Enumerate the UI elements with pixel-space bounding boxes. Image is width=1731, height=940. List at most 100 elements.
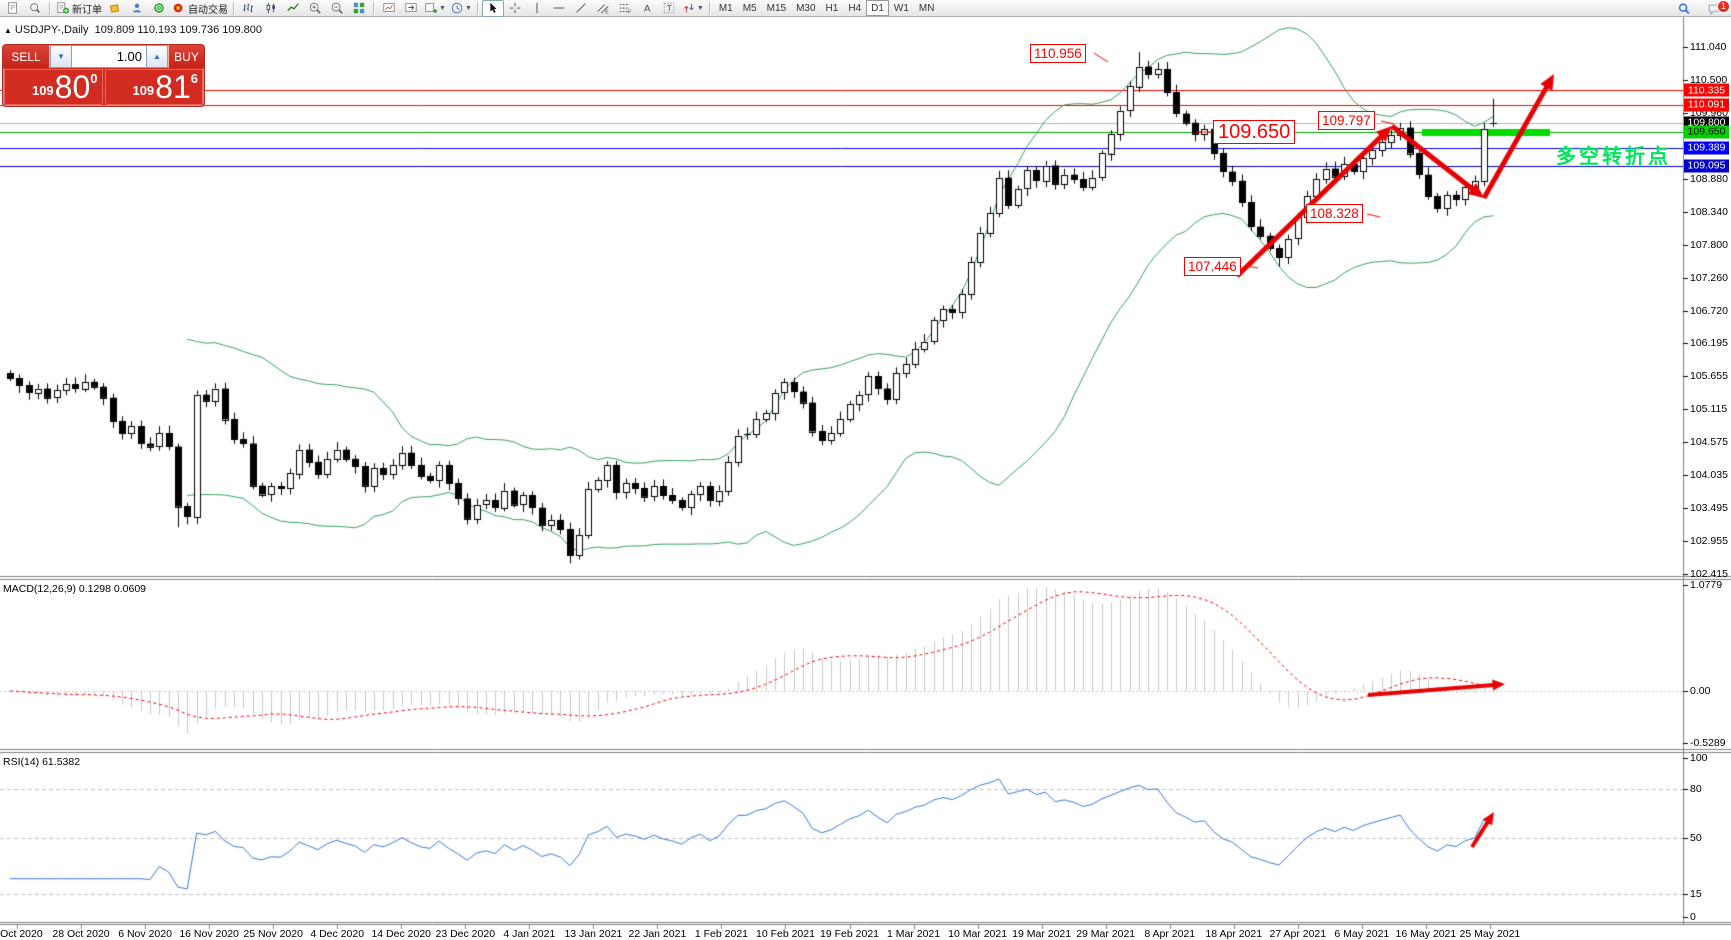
notifications-icon[interactable]: 1 (1703, 0, 1730, 17)
price-axis-tick: 106.195 (1690, 337, 1728, 350)
fibonacci-icon[interactable]: F (614, 0, 636, 17)
volume-decrease-button[interactable]: ▼ (50, 45, 72, 68)
rsi-axis-tick: 80 (1690, 783, 1702, 796)
arrows-tool-icon[interactable]: ▼ (680, 0, 706, 17)
bid-pip-digit: 0 (90, 71, 98, 86)
date-axis-label: 23 Dec 2020 (435, 928, 496, 940)
price-axis-badge: 109.650 (1684, 125, 1729, 139)
profiles-icon[interactable] (24, 0, 46, 17)
date-axis-label: 4 Jan 2021 (503, 928, 556, 940)
new-order-button[interactable]: 新订单 (54, 0, 104, 17)
indicators-icon[interactable]: ▼ (422, 0, 448, 17)
timeframe-m30-button[interactable]: M30 (796, 2, 816, 14)
volume-input[interactable] (72, 45, 146, 68)
signals-icon[interactable] (148, 0, 170, 17)
bid-price-tile[interactable]: 109 80 0 (4, 69, 103, 105)
autotrading-button[interactable]: 自动交易 (170, 0, 230, 17)
date-axis-label: 10 Mar 2021 (948, 928, 1008, 940)
date-axis-label: 6 May 2021 (1334, 928, 1390, 940)
history-center-icon[interactable] (104, 0, 126, 17)
buy-button[interactable]: BUY (168, 45, 204, 68)
bar-chart-icon[interactable] (238, 0, 260, 17)
ask-prefix: 109 (132, 83, 155, 98)
experts-icon[interactable] (126, 0, 148, 17)
date-axis-label: 16 May 2021 (1395, 928, 1457, 940)
text-icon[interactable]: A (636, 0, 658, 17)
timeframe-m1-button[interactable]: M1 (718, 2, 733, 14)
svg-text:F: F (628, 10, 631, 15)
date-axis-label: 8 Apr 2021 (1144, 928, 1196, 940)
equidistant-channel-icon[interactable]: E (592, 0, 614, 17)
price-axis-tick: 105.115 (1690, 403, 1728, 416)
crosshair-icon[interactable] (504, 0, 526, 17)
ask-pip-digit: 6 (190, 71, 198, 86)
date-axis-label: 14 Dec 2020 (371, 928, 432, 940)
periods-icon[interactable]: ▼ (448, 0, 474, 17)
timeframe-h4-button[interactable]: H4 (848, 2, 862, 14)
candlestick-chart-icon[interactable] (260, 0, 282, 17)
volume-increase-button[interactable]: ▲ (146, 45, 168, 68)
main-toolbar: 新订单 自动交易 ▼ ▼ E F A T ▼ M1 M5 M15 M30 H1 H4 D1 W1 MN 1 (0, 0, 1731, 17)
svg-text:A: A (644, 4, 651, 15)
price-axis-tick: 104.035 (1690, 469, 1728, 481)
text-label-icon[interactable]: T (658, 0, 680, 17)
date-axis-label: 13 Jan 2021 (564, 928, 623, 940)
price-axis-tick: 108.880 (1690, 172, 1728, 185)
rsi-axis-tick: 100 (1690, 752, 1708, 764)
timeframe-h1-button[interactable]: H1 (825, 2, 839, 14)
timeframe-d1-button[interactable]: D1 (866, 0, 889, 16)
tile-windows-icon[interactable] (348, 0, 370, 17)
price-axis-badge: 109.389 (1684, 141, 1729, 155)
new-chart-icon[interactable] (2, 0, 24, 17)
date-axis-label: 27 Apr 2021 (1269, 928, 1327, 940)
line-chart-icon[interactable] (282, 0, 304, 17)
price-axis-tick: 102.415 (1690, 567, 1728, 580)
price-axis-tick: 110.500 (1690, 73, 1728, 86)
rsi-axis-tick: 50 (1690, 831, 1702, 844)
price-axis-tick: 104.575 (1690, 436, 1728, 448)
price-annotation-label: 109.650 (1213, 120, 1296, 144)
price-axis-tick: 105.655 (1690, 370, 1728, 383)
sell-button[interactable]: SELL (3, 45, 50, 68)
collapse-panel-icon[interactable]: ▲ (4, 26, 12, 35)
price-axis-tick: 111.040 (1690, 41, 1727, 53)
timeframe-m15-button[interactable]: M15 (766, 2, 787, 14)
trendline-icon[interactable] (570, 0, 592, 17)
price-axis-badge: 109.095 (1684, 159, 1729, 173)
date-axis-label: 1 Mar 2021 (886, 928, 941, 940)
symbol-title: USDJPY-,Daily (14, 24, 89, 36)
ask-big-digits: 81 (155, 69, 191, 105)
date-axis-label: 28 Oct 2020 (52, 928, 110, 940)
zoom-out-icon[interactable] (326, 0, 348, 17)
date-axis-label: 19 Mar 2021 (1012, 928, 1072, 940)
toolbar-separator (233, 1, 235, 15)
notification-count-badge: 1 (1716, 0, 1730, 13)
toolbar-right: 1 (1673, 0, 1730, 17)
search-icon[interactable] (1673, 0, 1695, 17)
macd-axis-tick: -0.5289 (1690, 736, 1726, 749)
price-annotation-label: 108.328 (1306, 204, 1363, 223)
date-axis-label: 1 Feb 2021 (694, 928, 749, 940)
chart-surface[interactable] (0, 17, 1731, 940)
timeframe-mn-button[interactable]: MN (918, 2, 935, 14)
vertical-line-icon[interactable] (526, 0, 548, 17)
timeframe-w1-button[interactable]: W1 (893, 2, 909, 14)
price-axis-tick: 103.495 (1690, 501, 1728, 514)
cursor-icon[interactable] (481, 0, 504, 17)
ask-price-tile[interactable]: 109 81 6 (104, 69, 203, 105)
date-axis-label: 4 Dec 2020 (310, 928, 365, 940)
price-axis-tick: 106.720 (1690, 304, 1728, 317)
horizontal-line-icon[interactable] (548, 0, 570, 17)
timeframe-m5-button[interactable]: M5 (742, 2, 757, 14)
chart-shift-icon[interactable] (400, 0, 422, 17)
price-annotation-label: 109.797 (1318, 111, 1375, 130)
bid-big-digits: 80 (54, 69, 91, 105)
chart-header: ▲ USDJPY-,Daily 109.809 110.193 109.736 1… (4, 24, 262, 36)
rsi-axis-tick: 15 (1690, 887, 1702, 900)
date-axis-label: 22 Jan 2021 (628, 928, 687, 940)
auto-arrange-icon[interactable] (378, 0, 400, 17)
macd-indicator-label: MACD(12,26,9) 0.1298 0.0609 (3, 583, 147, 595)
zoom-in-icon[interactable] (304, 0, 326, 17)
svg-text:E: E (605, 10, 609, 15)
